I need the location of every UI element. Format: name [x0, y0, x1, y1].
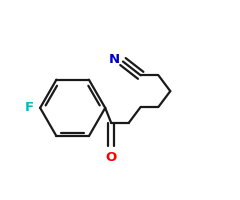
- Text: F: F: [25, 101, 34, 114]
- Text: N: N: [109, 53, 120, 66]
- Text: O: O: [106, 151, 117, 164]
